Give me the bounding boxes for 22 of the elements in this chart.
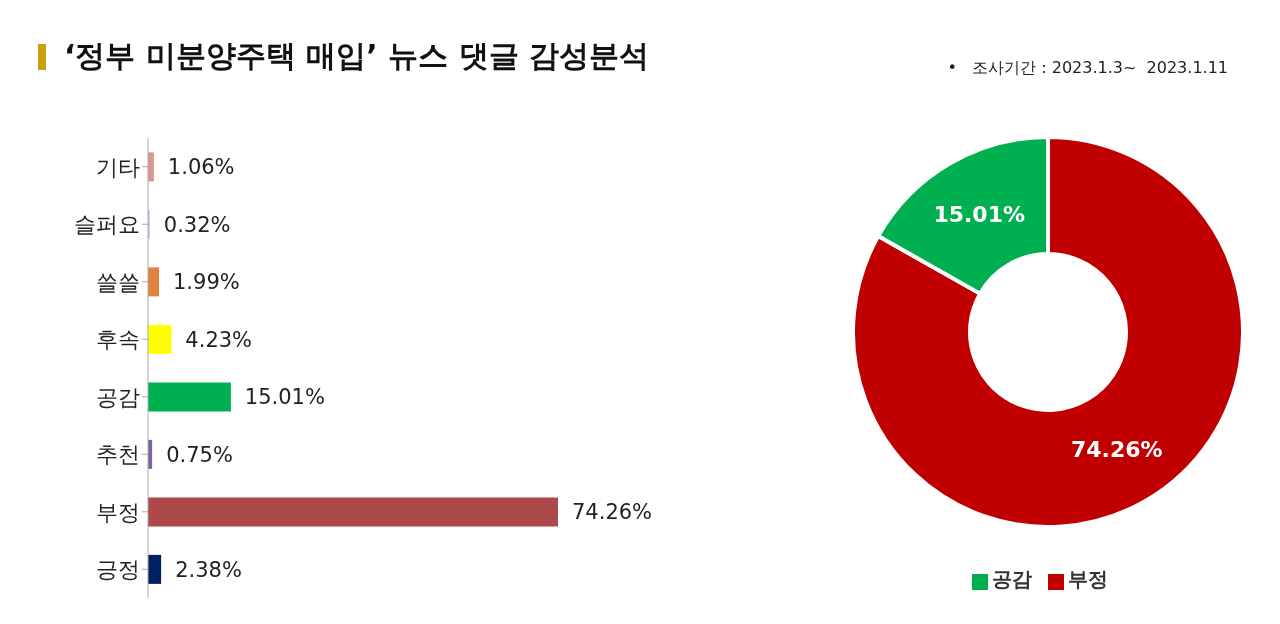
y-tick-label: 기타 [96,154,140,180]
data-label: 0.75% [166,442,233,467]
data-label: 1.99% [172,270,240,295]
legend-label: 부정 [1068,567,1108,591]
legend-label: 공감 [992,567,1032,591]
data-label: 2.38% [175,557,242,582]
y-tick-label: 공감 [96,384,140,410]
text: • 조사기간 : 2023.1.3~ 2023.1.11 [947,58,1228,79]
y-tick-label: 쓸쓸 [96,269,140,295]
y-tick-label: 후속 [96,327,140,353]
data-label: 74.26% [1070,437,1163,463]
data-label: 15.01% [244,385,325,410]
data-label: 0.32% [163,212,231,237]
data-label: 15.01% [933,201,1026,227]
y-tick-label: 추천 [96,442,140,468]
data-label: 1.06% [167,155,235,180]
y-tick-label: 긍정 [96,557,140,583]
data-label: 4.23% [185,327,253,352]
y-tick-label: 슬퍼요 [74,212,140,238]
data-label: 74.26% [572,500,653,525]
y-tick-label: 부정 [96,499,140,525]
chart-title: ‘정부 미분양주택 매입’ 뉴스 댓글 감성분석 [64,37,650,75]
